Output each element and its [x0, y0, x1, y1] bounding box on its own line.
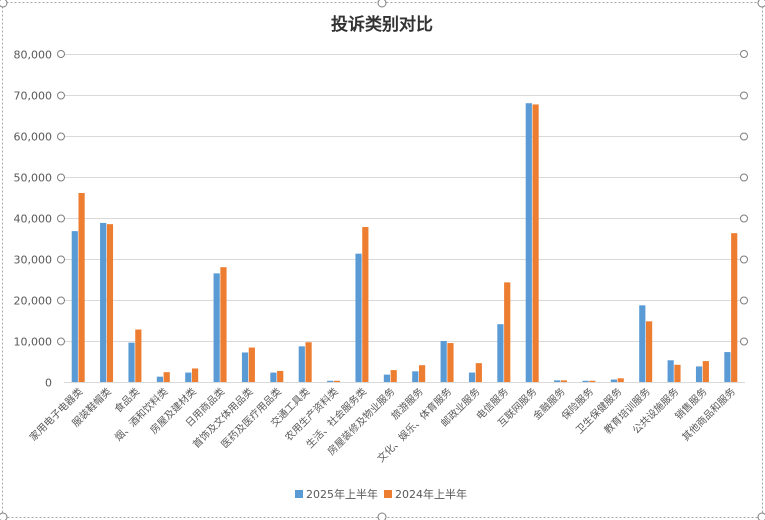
bar-series-2024 [645, 321, 653, 382]
bar-series-2025 [213, 273, 220, 382]
bar-series-2024 [305, 342, 312, 382]
bar-series-2025 [695, 366, 703, 382]
resize-handle-left[interactable] [57, 91, 65, 100]
legend[interactable]: 2025年上半年 2024年上半年 [295, 487, 467, 501]
bar-series-2024 [362, 227, 369, 382]
gridlines [64, 54, 745, 342]
bar-series-2024 [333, 380, 341, 382]
bar-series-2024 [475, 363, 482, 382]
bar-series-2024 [447, 343, 454, 382]
bar-series-2025 [270, 372, 277, 382]
bar-series-2024 [560, 380, 568, 382]
bar-series-2024 [532, 104, 539, 383]
resize-handle-left[interactable] [57, 255, 65, 264]
legend-swatch-2024 [384, 490, 392, 498]
bar-series-2025 [610, 379, 618, 382]
resize-handle-right-top[interactable] [740, 50, 748, 58]
bar-series-2024 [163, 372, 170, 382]
resize-handle-right[interactable] [740, 296, 748, 305]
bar-series-2025 [554, 380, 561, 382]
y-axis-ticks: 0 10,000 20,000 30,000 40,000 50,000 60,000 70,… [14, 49, 53, 390]
resize-handle-bottom-center[interactable] [377, 512, 387, 520]
bar-series-2025 [128, 342, 135, 382]
resize-handle-left-top[interactable] [57, 50, 65, 58]
y-tick-label: 0 [45, 377, 52, 390]
resize-handles-left[interactable] [57, 91, 65, 346]
x-tick-label: 家用电子电器类 [27, 385, 86, 444]
y-tick-label: 30,000 [14, 254, 53, 267]
chart-title: 投诉类别对比 [331, 14, 433, 35]
bar-series-2024 [106, 224, 114, 382]
bar-series-2025 [440, 341, 447, 382]
bar-series-2024 [674, 364, 681, 382]
legend-swatch-2025 [295, 490, 303, 498]
bar-series-2024 [135, 329, 142, 382]
bar-series-2024 [589, 380, 596, 382]
y-tick-label: 10,000 [14, 336, 53, 349]
bar-series-2025 [582, 380, 589, 382]
bar-series-2025 [156, 376, 164, 382]
resize-handle-right[interactable] [740, 132, 748, 141]
resize-handle-top-left-corner[interactable] [0, 0, 8, 8]
resize-handle-top-right-corner[interactable] [757, 0, 765, 8]
bar-series-2024 [504, 282, 511, 382]
resize-handle-right[interactable] [740, 255, 748, 264]
bar-series-2025 [298, 346, 305, 382]
bar-series-2025 [724, 352, 731, 382]
resize-handle-left[interactable] [57, 132, 65, 141]
bar-series-2024 [731, 233, 738, 382]
bar-series-2024 [418, 365, 426, 382]
resize-handle-left[interactable] [57, 337, 65, 346]
resize-handle-left[interactable] [57, 173, 65, 182]
legend-label-2024: 2024年上半年 [395, 487, 467, 501]
bar-series-2025 [327, 380, 334, 382]
bar-series-2024 [617, 378, 624, 382]
y-tick-label: 70,000 [14, 90, 53, 103]
bar-series-2024 [702, 361, 709, 382]
y-tick-label: 50,000 [14, 172, 53, 185]
bar-series-2024 [390, 370, 397, 382]
y-tick-label: 80,000 [14, 49, 53, 62]
plot-area [71, 103, 738, 383]
bar-series-2025 [468, 372, 476, 382]
bar-series-2025 [639, 305, 646, 382]
resize-handle-bottom-left-corner[interactable] [0, 512, 8, 520]
bar-series-2025 [185, 372, 192, 382]
bar-series-2025 [525, 103, 532, 382]
bar-series-2024 [248, 347, 255, 382]
bar-series-2025 [383, 374, 391, 382]
bar-series-2024 [220, 267, 227, 382]
bar-series-2025 [71, 231, 78, 382]
legend-label-2025: 2025年上半年 [306, 487, 378, 501]
bar-series-2024 [78, 192, 85, 382]
y-tick-label: 40,000 [14, 213, 53, 226]
resize-handles-right[interactable] [740, 91, 748, 346]
resize-handle-right[interactable] [740, 91, 748, 100]
bar-series-2024 [277, 370, 284, 382]
resize-handle-left[interactable] [57, 214, 65, 223]
resize-handle-right[interactable] [740, 214, 748, 223]
bar-series-2025 [355, 253, 362, 382]
resize-handle-top-center[interactable] [377, 0, 387, 8]
bar-series-2025 [241, 352, 249, 382]
bar-series-2025 [667, 360, 674, 382]
resize-handle-bottom-right-corner[interactable] [757, 512, 765, 520]
resize-handle-left[interactable] [57, 296, 65, 305]
bar-series-2025 [100, 222, 107, 382]
bar-series-2024 [191, 368, 199, 382]
y-tick-label: 20,000 [14, 295, 53, 308]
resize-handle-right[interactable] [740, 173, 748, 182]
resize-handle-right[interactable] [740, 337, 748, 346]
y-tick-label: 60,000 [14, 131, 53, 144]
bar-series-2025 [412, 371, 419, 382]
bar-series-2025 [497, 324, 504, 382]
